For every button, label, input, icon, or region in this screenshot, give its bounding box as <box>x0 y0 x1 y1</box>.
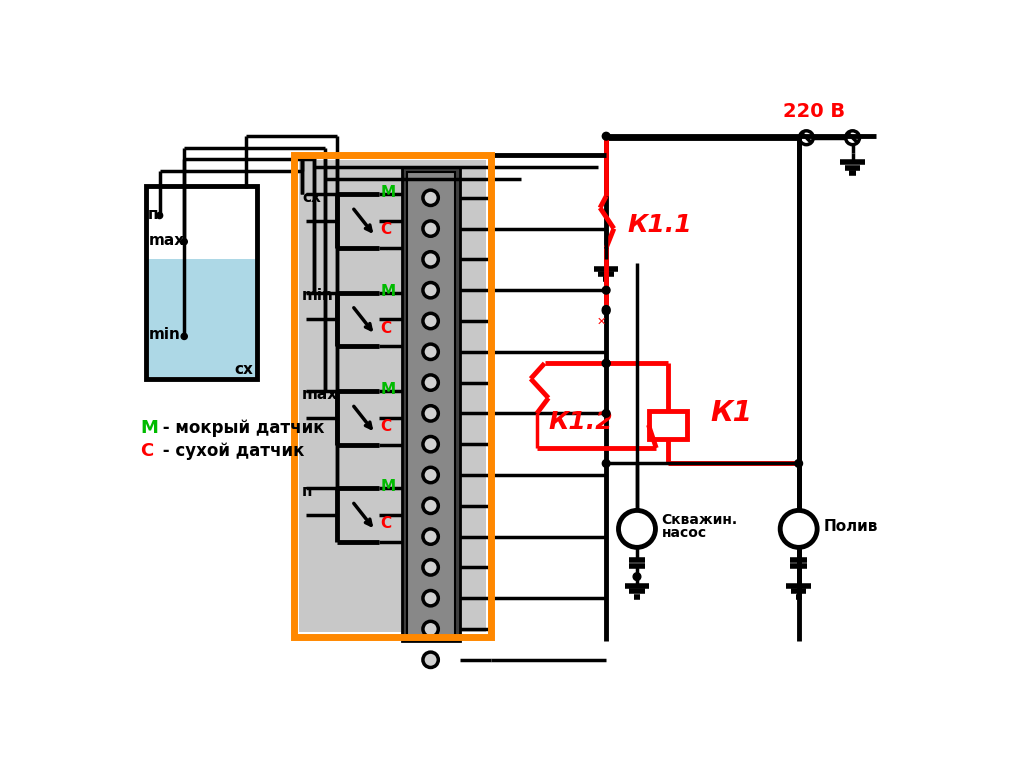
Text: Полив: Полив <box>823 519 878 534</box>
Text: min: min <box>302 289 334 303</box>
Circle shape <box>618 511 655 547</box>
Text: С: С <box>381 516 392 531</box>
Bar <box>145 186 258 378</box>
Circle shape <box>423 314 438 328</box>
Circle shape <box>602 360 610 368</box>
Text: С: С <box>381 321 392 335</box>
Circle shape <box>423 468 438 482</box>
Text: С: С <box>140 442 154 460</box>
Circle shape <box>423 406 438 421</box>
Circle shape <box>423 344 438 360</box>
Text: п: п <box>302 484 312 499</box>
Circle shape <box>423 621 438 637</box>
Text: max: max <box>148 233 185 248</box>
Circle shape <box>423 221 438 236</box>
Text: К1: К1 <box>710 399 752 427</box>
Circle shape <box>602 460 610 468</box>
Text: сх: сх <box>302 190 321 205</box>
Text: С: С <box>381 222 392 237</box>
Bar <box>147 260 256 377</box>
Text: min: min <box>148 328 181 343</box>
Text: насос: насос <box>662 526 707 540</box>
Circle shape <box>423 375 438 390</box>
Bar <box>407 171 456 636</box>
Circle shape <box>602 360 610 368</box>
Circle shape <box>602 410 610 418</box>
Circle shape <box>423 252 438 267</box>
Circle shape <box>602 307 610 315</box>
Circle shape <box>423 529 438 544</box>
Text: п: п <box>147 206 158 221</box>
Circle shape <box>602 306 610 314</box>
Circle shape <box>181 333 187 339</box>
Text: Скважин.: Скважин. <box>662 513 737 527</box>
Text: М: М <box>381 382 396 397</box>
Text: max: max <box>302 387 338 402</box>
Text: ✕: ✕ <box>596 317 606 327</box>
Text: С: С <box>381 419 392 434</box>
Circle shape <box>423 436 438 452</box>
Circle shape <box>795 460 803 468</box>
Circle shape <box>423 498 438 514</box>
Circle shape <box>423 590 438 606</box>
Bar <box>294 156 491 637</box>
Text: М: М <box>140 418 159 436</box>
Circle shape <box>780 511 817 547</box>
Text: М: М <box>381 479 396 494</box>
Circle shape <box>181 239 187 245</box>
Circle shape <box>423 282 438 298</box>
Text: - мокрый датчик: - мокрый датчик <box>158 418 325 436</box>
Text: К1.1: К1.1 <box>628 213 693 238</box>
Text: сх: сх <box>234 362 254 377</box>
Bar <box>648 411 687 439</box>
Bar <box>299 160 486 632</box>
Circle shape <box>157 213 163 219</box>
Circle shape <box>423 652 438 668</box>
Text: М: М <box>381 185 396 200</box>
Circle shape <box>602 286 610 294</box>
Circle shape <box>602 132 610 140</box>
Circle shape <box>423 190 438 206</box>
Circle shape <box>423 560 438 575</box>
Text: - сухой датчик: - сухой датчик <box>158 442 305 460</box>
Text: М: М <box>381 284 396 299</box>
Text: К1.2: К1.2 <box>548 410 613 434</box>
Circle shape <box>633 572 640 580</box>
Bar <box>402 167 460 640</box>
Text: 220 В: 220 В <box>784 102 845 121</box>
